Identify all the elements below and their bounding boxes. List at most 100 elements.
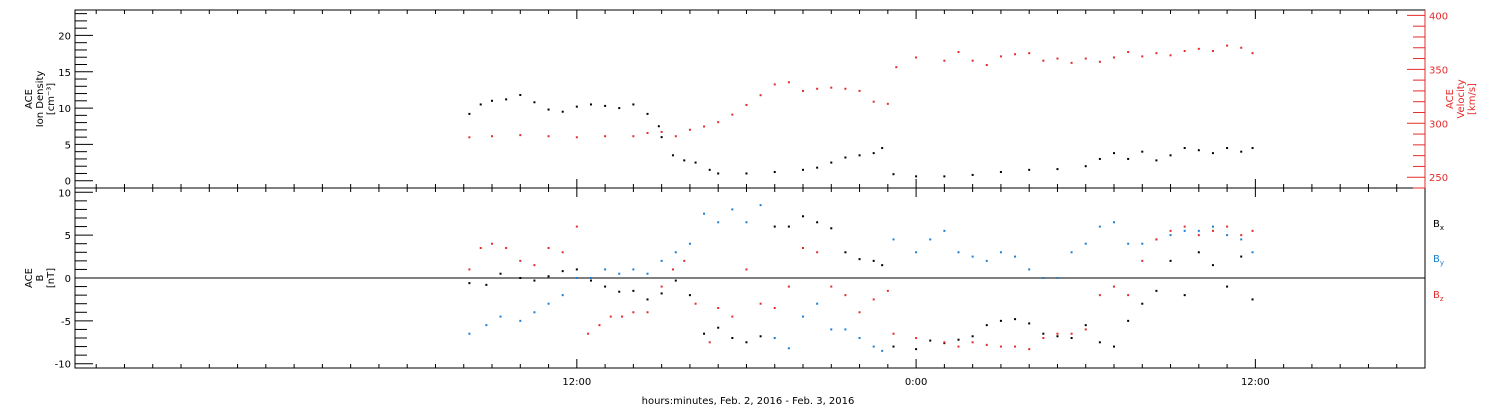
series-bz-point (999, 345, 1002, 348)
series-bx-point (1183, 294, 1186, 297)
ion-density-series-point (717, 172, 720, 175)
series-by-point (881, 349, 884, 352)
series-by-point (816, 302, 819, 305)
series-bz-point (1155, 238, 1158, 241)
ion-density-series-point (1240, 150, 1243, 153)
series-by-point (915, 251, 918, 254)
series-by-point (1226, 234, 1229, 237)
series-by-point (1251, 251, 1254, 254)
bottom-left-ylabel-line2: B (35, 274, 46, 281)
data-marks (468, 44, 1254, 352)
series-bz-point (872, 298, 875, 301)
ion-density-series-point (618, 107, 621, 110)
velocity-series-point (1141, 55, 1144, 58)
series-by-point (660, 259, 663, 262)
velocity-series-point (632, 135, 635, 138)
series-by-point (1127, 242, 1130, 245)
series-by-point (618, 272, 621, 275)
series-bx-point (858, 258, 861, 261)
velocity-series-point (895, 66, 898, 69)
velocity-series-point (703, 125, 706, 128)
top-left-ylabel-line3: [cm⁻³] (46, 83, 57, 115)
series-bx-point (759, 335, 762, 338)
series-bx-point (575, 268, 578, 271)
series-bx-point (745, 341, 748, 344)
series-by-point (533, 311, 536, 314)
velocity-series-point (491, 135, 494, 138)
series-by-point (1113, 221, 1116, 224)
series-bx-point (1070, 337, 1073, 339)
series-bz-point (632, 311, 635, 314)
series-by-point (787, 347, 790, 350)
series-by-point (547, 302, 550, 305)
series-bx-point (1226, 285, 1229, 288)
series-bz-point (830, 285, 833, 288)
series-bz-point (1070, 332, 1073, 335)
series-bx-point (731, 337, 734, 339)
series-by-point (1042, 277, 1045, 279)
series-bx-point (999, 319, 1002, 322)
ion-density-series-point (1169, 154, 1172, 157)
ion-density-series-point (468, 112, 471, 115)
ion-density-series (468, 94, 1254, 178)
velocity-series-point (575, 136, 578, 139)
series-bz-point (816, 251, 819, 254)
series-by-point (1169, 234, 1172, 237)
series-bz-point (1014, 345, 1017, 348)
series-bx-point (892, 345, 895, 348)
ion-density-series-point (708, 168, 711, 171)
series-bx-point (519, 277, 522, 279)
series-bx-point (632, 289, 635, 292)
series-bx-point (1141, 302, 1144, 305)
ion-density-series-point (1084, 165, 1087, 168)
ion-density-series-point (892, 173, 895, 176)
ion-density-series-point (660, 136, 663, 139)
velocity-series-point (547, 135, 550, 138)
series-bx-point (1127, 319, 1130, 322)
series-by-point (830, 328, 833, 331)
series-by-point (1197, 229, 1200, 232)
ion-density-series-point (632, 103, 635, 106)
velocity-series-point (759, 94, 762, 97)
series-bx-point (561, 270, 564, 273)
axis-labels: hours:minutes, Feb. 2, 2016 - Feb. 3, 20… (24, 71, 1478, 407)
series-bx-point (589, 279, 592, 282)
series-bz-point (1056, 332, 1059, 335)
series-by-point (1211, 225, 1214, 228)
series-by-point (674, 251, 677, 254)
series-bx-point (533, 279, 536, 282)
series-bz-point (708, 341, 711, 344)
ion-density-series-point (1226, 147, 1229, 150)
series-bz-point (646, 311, 649, 314)
ion-density-series-point (773, 171, 776, 174)
x-axis-ticks: 12:00 0:00 12:00 (95, 10, 1426, 388)
ion-density-series-point (1183, 147, 1186, 150)
ion-density-series-point (745, 172, 748, 175)
series-bx-point (929, 339, 932, 342)
series-bx-point (844, 251, 847, 254)
series-by-point (802, 315, 805, 318)
series-bz-point (1127, 294, 1130, 297)
series-bz-point (505, 247, 508, 249)
series-bx-point (802, 215, 805, 218)
velocity-series-point (844, 87, 847, 90)
series-by-point (519, 319, 522, 322)
series-bx-point (688, 294, 691, 297)
velocity-series-point (830, 86, 833, 89)
legend-bz: Bz (1433, 290, 1444, 303)
ion-density-series-point (1056, 168, 1059, 171)
series-bz-point (957, 345, 960, 348)
top-left-ylabel-line1: ACE (24, 89, 35, 109)
velocity-series-point (1127, 51, 1130, 54)
velocity-series-point (1155, 52, 1158, 55)
ion-density-series-point (858, 154, 861, 157)
series-bz-point (1113, 285, 1116, 288)
series-bz-point (547, 247, 550, 249)
ion-density-series-point (1141, 150, 1144, 153)
right-y-tick-label: 250 (1429, 173, 1448, 184)
series-bz-point (731, 315, 734, 318)
left-y-tick-label: 20 (58, 31, 71, 42)
series-by-point (1141, 242, 1144, 245)
series-bz-point (660, 285, 663, 288)
series-bx-point (618, 290, 621, 293)
